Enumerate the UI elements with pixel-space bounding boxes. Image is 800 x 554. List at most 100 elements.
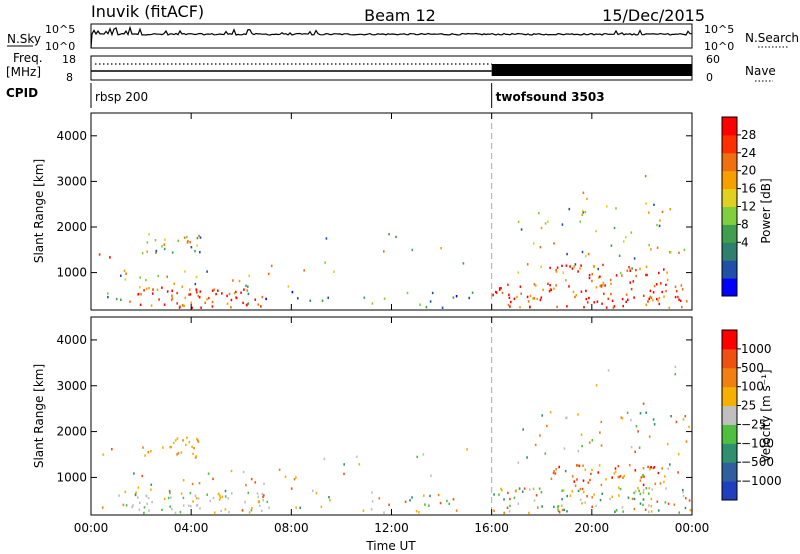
echo-cell	[550, 477, 553, 480]
echo-cell	[571, 490, 574, 493]
echo-cell	[324, 261, 326, 264]
echo-cell	[137, 496, 139, 499]
echo-cell	[585, 297, 588, 301]
echo-cell	[556, 305, 558, 309]
echo-cell	[415, 510, 418, 513]
echo-cell	[582, 479, 585, 482]
echo-cell	[206, 298, 208, 301]
echo-cell	[132, 504, 134, 507]
echo-cell	[115, 297, 118, 301]
echo-cell	[440, 247, 442, 250]
echo-cell	[648, 211, 650, 214]
echo-cell	[197, 295, 200, 298]
echo-cell	[563, 447, 566, 450]
echo-cell	[204, 301, 206, 304]
echo-cell	[328, 496, 330, 499]
echo-cell	[544, 222, 547, 225]
echo-cell	[168, 489, 171, 493]
echo-cell	[540, 491, 543, 494]
echo-cell	[208, 296, 210, 300]
echo-cell	[679, 299, 682, 302]
echo-cell	[588, 296, 590, 300]
colorbar-swatch	[722, 206, 737, 225]
echo-cell	[109, 256, 111, 259]
echo-cell	[648, 435, 651, 438]
echo-cell	[600, 444, 603, 447]
echo-cell	[649, 289, 652, 293]
echo-cell	[595, 229, 597, 233]
echo-cell	[648, 504, 650, 507]
echo-cell	[247, 302, 250, 305]
echo-cell	[650, 505, 653, 508]
echo-cell	[422, 453, 425, 456]
echo-cell	[170, 496, 172, 499]
echo-cell	[670, 251, 672, 254]
echo-cell	[569, 494, 572, 497]
echo-cell	[615, 508, 618, 512]
echo-cell	[595, 384, 598, 387]
echo-cell	[284, 475, 287, 478]
echo-cell	[437, 493, 440, 497]
echo-cell	[182, 496, 185, 500]
colorbar-tick-label: −25	[741, 417, 766, 431]
echo-cell	[587, 481, 590, 484]
echo-cell	[644, 508, 647, 511]
echo-cell	[508, 293, 510, 296]
echo-cell	[493, 493, 495, 496]
echo-cell	[526, 263, 529, 266]
colorbar-tick-label: 28	[741, 128, 756, 142]
colorbar-swatch	[722, 260, 737, 279]
echo-cell	[593, 493, 595, 496]
echo-cell	[189, 241, 191, 244]
echo-cell	[179, 305, 181, 308]
echo-cell	[177, 452, 180, 455]
echo-cell	[678, 251, 680, 254]
colorbar-swatch	[722, 424, 737, 444]
echo-cell	[411, 496, 413, 499]
echo-cell	[268, 506, 270, 509]
echo-cell	[540, 226, 543, 230]
echo-cell	[572, 290, 575, 293]
echo-cell	[536, 297, 538, 301]
echo-cell	[513, 496, 516, 499]
echo-cell	[541, 414, 543, 417]
echo-cell	[642, 467, 645, 470]
echo-cell	[602, 284, 604, 287]
velocity-panel: 1000 2000 3000 4000 00:00 04:00 08:00 12:00 16:…	[32, 316, 782, 553]
echo-cell	[466, 448, 468, 451]
echo-cell	[639, 412, 642, 415]
echo-cell	[242, 301, 244, 305]
echo-cell	[675, 290, 678, 293]
echo-cell	[569, 265, 571, 268]
echo-cell	[125, 504, 128, 507]
echo-cell	[371, 491, 373, 494]
colorbar-swatch	[722, 152, 737, 172]
echo-cell	[614, 467, 617, 470]
echo-cell	[582, 464, 584, 467]
echo-cell	[171, 507, 173, 511]
echo-cell	[261, 509, 263, 513]
echo-cell	[599, 284, 602, 288]
echo-cell	[565, 279, 567, 282]
echo-cell	[669, 208, 671, 211]
colorbar-tick-label: 20	[741, 164, 756, 178]
echo-cell	[182, 439, 184, 442]
echo-cell	[596, 300, 599, 303]
echo-cell	[262, 495, 264, 499]
power-colorbar: 28 24 20 16 12 8 4	[721, 116, 756, 297]
echo-cell	[231, 492, 233, 495]
echo-cell	[591, 468, 593, 471]
echo-cell	[602, 263, 604, 267]
echo-cell	[549, 411, 552, 414]
ytick-label: 3000	[56, 174, 87, 188]
echo-cell	[532, 297, 534, 300]
echo-cell	[219, 494, 221, 497]
echo-cell	[566, 510, 568, 513]
echo-cell	[656, 246, 659, 249]
echo-cell	[191, 306, 193, 309]
echo-cell	[333, 270, 335, 273]
echo-cell	[213, 288, 216, 291]
echo-cell	[172, 441, 175, 445]
xtick-label: 12:00	[374, 521, 409, 535]
echo-cell	[574, 484, 577, 487]
